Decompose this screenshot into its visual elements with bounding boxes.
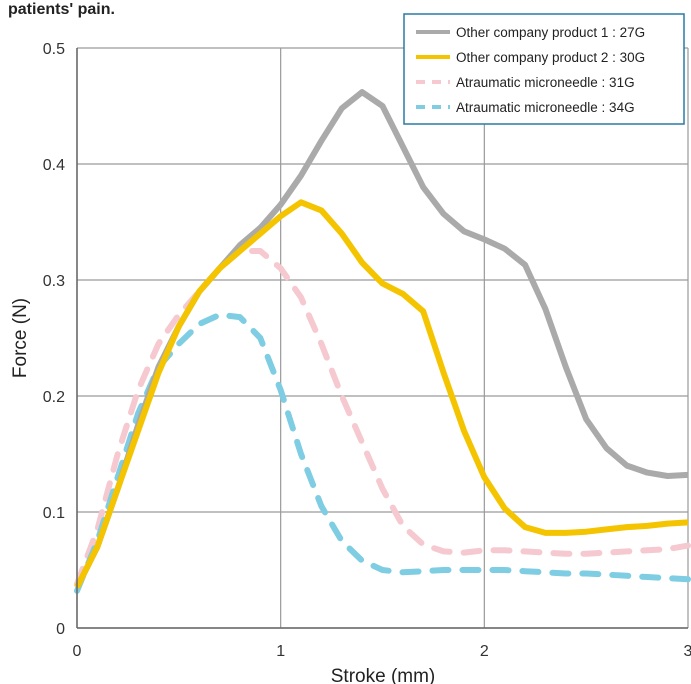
series-lines: [74, 89, 691, 594]
x-tick-label: 2: [480, 643, 489, 660]
y-axis-label: Force (N): [10, 298, 31, 378]
x-axis-label: Stroke (mm): [331, 666, 436, 684]
series-line-4: [74, 311, 691, 594]
axes: [76, 48, 688, 629]
y-tick-label: 0: [56, 621, 65, 638]
x-tick-label: 3: [684, 643, 691, 660]
legend-label-2: Other company product 2 : 30G: [456, 50, 645, 65]
y-tick-label: 0.5: [43, 41, 65, 58]
grid-lines: [76, 47, 689, 629]
x-tick-label: 0: [73, 643, 82, 660]
legend-label-1: Other company product 1 : 27G: [456, 25, 645, 40]
y-tick-label: 0.4: [43, 157, 65, 174]
x-tick-label: 1: [276, 643, 285, 660]
chart-caption: patients' pain.: [8, 1, 115, 18]
legend-label-4: Atraumatic microneedle : 34G: [456, 100, 635, 115]
series-line-3: [74, 248, 691, 587]
legend: Other company product 1 : 27G Other compa…: [403, 13, 685, 125]
series-line-1: [74, 89, 689, 589]
series-line-2: [74, 199, 689, 589]
legend-box: [403, 13, 685, 125]
y-tick-label: 0.2: [43, 389, 65, 406]
y-tick-label: 0.3: [43, 273, 65, 290]
tick-labels: 0 0.1 0.2 0.3 0.4 0.5 0 1 2 3: [43, 41, 691, 660]
y-tick-label: 0.1: [43, 505, 65, 522]
legend-label-3: Atraumatic microneedle : 31G: [456, 75, 635, 90]
